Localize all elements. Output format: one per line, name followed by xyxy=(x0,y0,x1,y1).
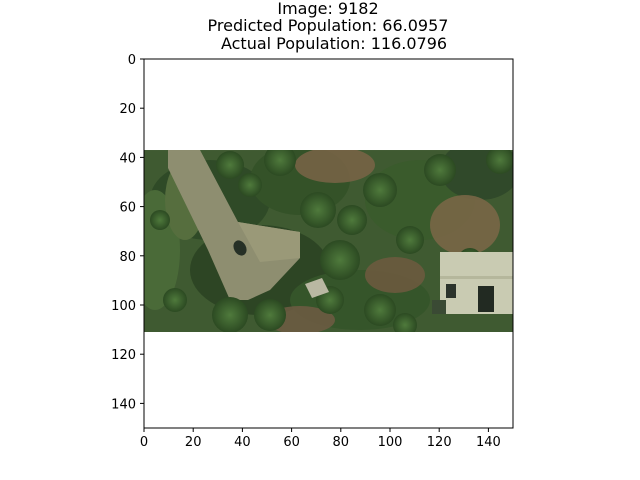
tree-canopy xyxy=(486,150,513,174)
tree-canopy xyxy=(238,173,262,197)
tree-canopy xyxy=(396,226,424,254)
x-tick-label: 120 xyxy=(427,435,452,450)
house-shadow xyxy=(478,286,494,312)
house-roof xyxy=(440,252,513,314)
soil-patch xyxy=(430,195,500,255)
x-tick-label: 0 xyxy=(140,435,148,450)
tree-canopy xyxy=(393,313,417,333)
x-tick-label: 100 xyxy=(378,435,403,450)
title-line-1: Image: 9182 xyxy=(277,0,378,18)
y-tick-label: 60 xyxy=(119,201,136,216)
soil-patch xyxy=(295,150,375,183)
tree-canopy xyxy=(363,173,397,207)
tree-canopy xyxy=(163,288,187,312)
tree-canopy xyxy=(264,150,296,176)
axes: 0 20 40 60 80 100 120 140 0 20 40 60 80 100 120 140 xyxy=(111,53,514,450)
tree-canopy xyxy=(300,192,336,228)
y-tick-label: 120 xyxy=(111,348,136,363)
x-tick-label: 80 xyxy=(333,435,350,450)
tree-canopy xyxy=(337,205,367,235)
y-tick-label: 100 xyxy=(111,299,136,314)
x-tick-label: 40 xyxy=(234,435,251,450)
tree-canopy xyxy=(320,240,360,280)
road-junction xyxy=(238,222,300,262)
soil-patch xyxy=(365,257,425,293)
dirt-road xyxy=(168,150,300,300)
tree-canopy xyxy=(150,210,170,230)
roof-ridge xyxy=(440,276,513,279)
y-tick-label: 40 xyxy=(119,151,136,166)
aerial-image xyxy=(144,150,513,333)
x-tick-label: 20 xyxy=(185,435,202,450)
house-shadow xyxy=(446,284,456,298)
x-tick-label: 60 xyxy=(283,435,300,450)
title-line-2: Predicted Population: 66.0957 xyxy=(208,16,449,35)
y-tick-label: 20 xyxy=(119,102,136,117)
y-tick-label: 80 xyxy=(119,250,136,265)
tree-canopy xyxy=(216,151,244,179)
title-line-3: Actual Population: 116.0796 xyxy=(221,34,447,53)
tree-canopy xyxy=(424,154,456,186)
vehicle xyxy=(233,240,247,256)
shed xyxy=(305,278,329,298)
tree-canopy xyxy=(364,294,396,326)
plot-frame xyxy=(143,58,514,429)
y-tick-label: 0 xyxy=(128,53,136,68)
chart-title: Image: 9182 Predicted Population: 66.095… xyxy=(208,0,449,53)
tree-canopy xyxy=(212,297,248,333)
y-tick-label: 140 xyxy=(111,397,136,412)
tree-canopy xyxy=(254,299,286,331)
house-shadow xyxy=(432,300,446,314)
x-tick-label: 140 xyxy=(476,435,501,450)
